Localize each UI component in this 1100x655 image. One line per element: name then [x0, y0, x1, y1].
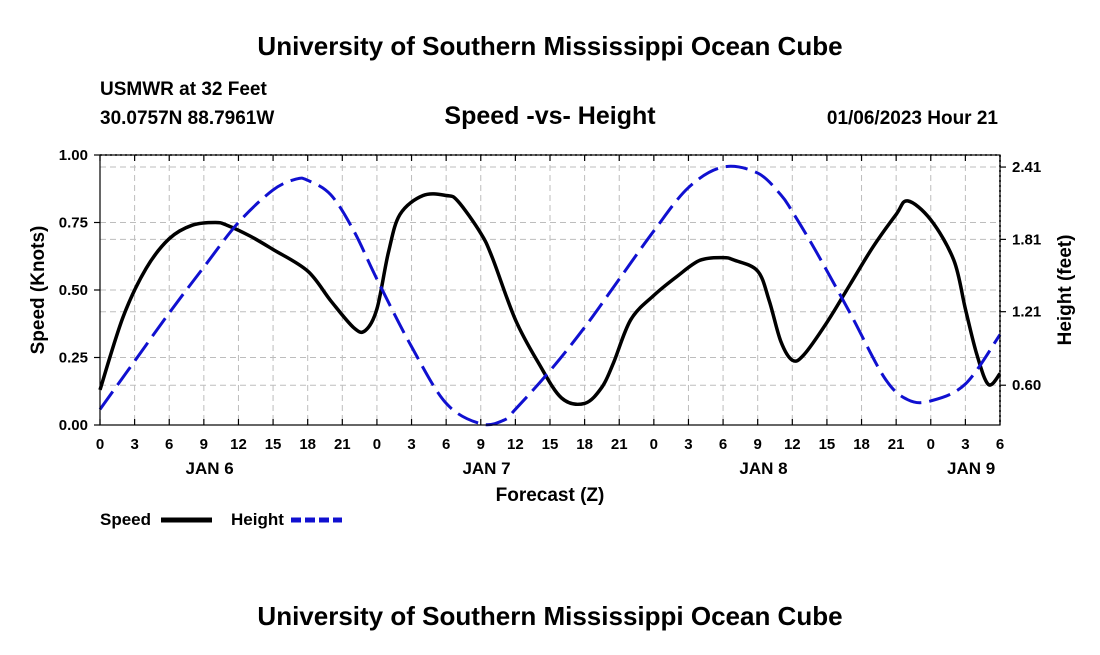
- x-tick-label: 15: [819, 436, 836, 453]
- x-tick-label: 12: [230, 436, 247, 453]
- x-tick-label: 12: [784, 436, 801, 453]
- x-tick-label: 0: [96, 436, 104, 453]
- x-tick-label: 3: [684, 436, 692, 453]
- legend-height-label: Height: [231, 510, 284, 529]
- x-tick-label: 6: [442, 436, 450, 453]
- y-tick-label: 0.25: [59, 350, 88, 367]
- forecast-date: 01/06/2023 Hour 21: [827, 108, 999, 129]
- x-axis-title: Forecast (Z): [496, 485, 605, 506]
- x-day-label: JAN 9: [947, 459, 995, 478]
- x-tick-label: 9: [477, 436, 485, 453]
- x-tick-label: 9: [200, 436, 208, 453]
- x-tick-label: 21: [888, 436, 905, 453]
- y-tick-label: 1.00: [59, 147, 88, 164]
- x-tick-label: 15: [542, 436, 559, 453]
- x-tick-label: 6: [996, 436, 1004, 453]
- legend-speed-label: Speed: [100, 510, 151, 529]
- y2-tick-label: 1.81: [1012, 231, 1041, 248]
- x-day-label: JAN 8: [739, 459, 787, 478]
- main-title: University of Southern Mississippi Ocean…: [257, 31, 842, 61]
- chart-subtitle: Speed -vs- Height: [444, 102, 656, 130]
- x-tick-label: 3: [961, 436, 969, 453]
- x-tick-label: 6: [165, 436, 173, 453]
- x-tick-label: 18: [576, 436, 593, 453]
- y-axis-title: Speed (Knots): [28, 226, 49, 355]
- x-tick-label: 21: [334, 436, 351, 453]
- series-line-height: [98, 164, 1002, 427]
- y-tick-label: 0.75: [59, 215, 88, 232]
- y-tick-label: 0.00: [59, 417, 88, 434]
- x-tick-label: 12: [507, 436, 524, 453]
- x-tick-label: 0: [373, 436, 381, 453]
- x-tick-label: 9: [754, 436, 762, 453]
- legend: Speed Height: [100, 510, 342, 529]
- x-day-label: JAN 7: [462, 459, 510, 478]
- x-tick-label: 6: [719, 436, 727, 453]
- y2-axis-title: Height (feet): [1055, 235, 1076, 346]
- x-tick-label: 3: [407, 436, 415, 453]
- x-tick-label: 0: [927, 436, 935, 453]
- series-layer: [98, 164, 1002, 427]
- grid-lines: [100, 155, 1000, 425]
- x-tick-label: 0: [650, 436, 658, 453]
- y2-tick-label: 0.60: [1012, 377, 1041, 394]
- station-label: USMWR at 32 Feet: [100, 79, 267, 100]
- footer-title: University of Southern Mississippi Ocean…: [257, 601, 842, 631]
- x-tick-label: 15: [265, 436, 282, 453]
- x-tick-label: 18: [853, 436, 870, 453]
- x-day-label: JAN 6: [186, 459, 234, 478]
- x-tick-label: 21: [611, 436, 628, 453]
- x-tick-label: 3: [130, 436, 138, 453]
- y-tick-label: 0.50: [59, 282, 88, 299]
- y2-tick-label: 1.21: [1012, 304, 1041, 321]
- y2-tick-label: 2.41: [1012, 159, 1041, 176]
- station-coords: 30.0757N 88.7961W: [100, 108, 274, 129]
- series-line-speed: [98, 192, 1002, 407]
- x-tick-label: 18: [299, 436, 316, 453]
- axes-layer: 0 3 6 9 12 15 18 21 0 3 6 9 12 15 18 21 0 3 6 9 12 15 18 21 0 3 6J…: [59, 147, 1041, 478]
